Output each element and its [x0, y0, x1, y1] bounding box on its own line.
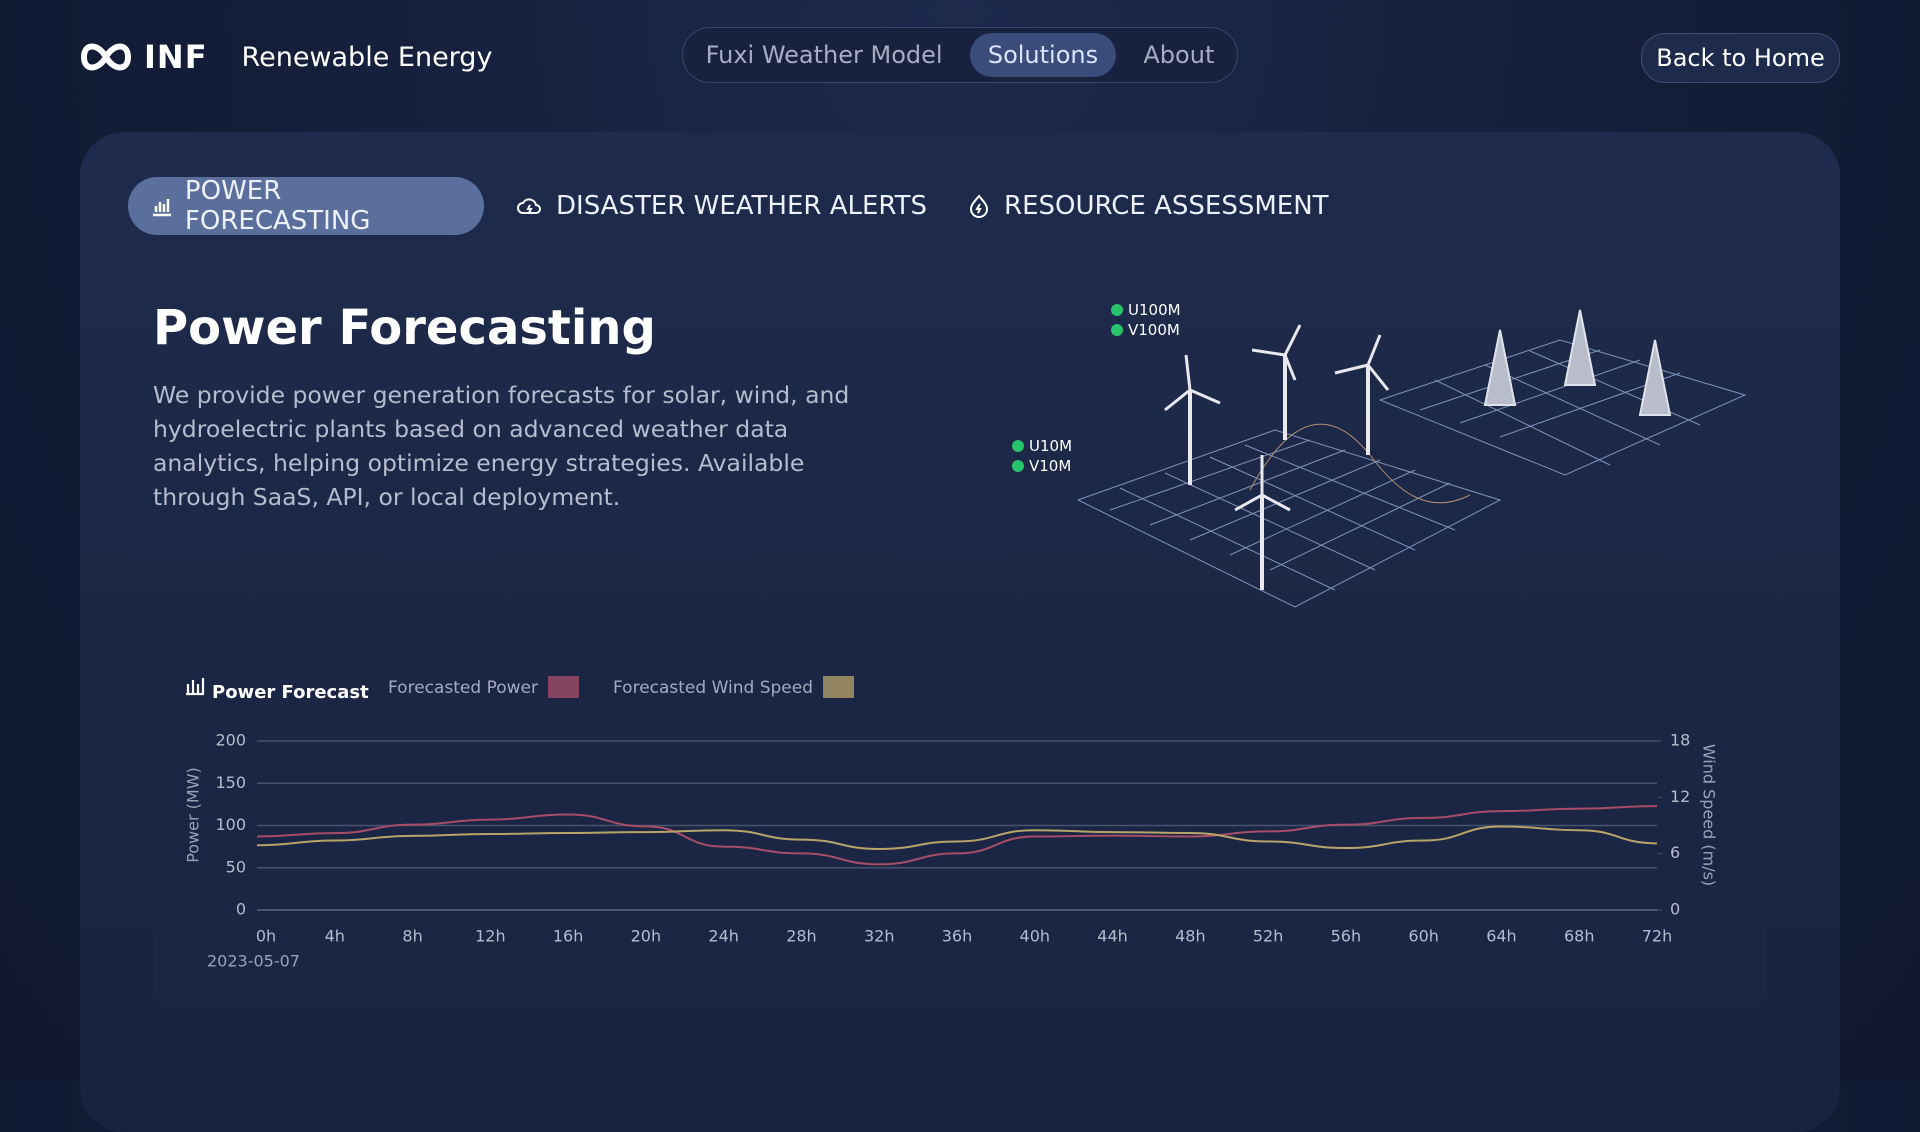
- x-tick-label: 36h: [942, 927, 973, 946]
- tab[interactable]: RESOURCE ASSESSMENT: [966, 177, 1329, 235]
- x-tick-label: 48h: [1175, 927, 1206, 946]
- variable-label: U10M: [1029, 437, 1072, 455]
- y-tick-label: 150: [215, 773, 246, 792]
- x-tick-label: 0h: [256, 927, 276, 946]
- x-tick-label: 40h: [1020, 927, 1051, 946]
- variable-label: U100M: [1128, 301, 1181, 319]
- series-line: [256, 805, 1658, 866]
- tab-icon: [517, 198, 541, 214]
- nav-item[interactable]: Fuxi Weather Model: [705, 41, 943, 69]
- x-tick-label: 20h: [631, 927, 662, 946]
- x-tick-label: 28h: [786, 927, 817, 946]
- y2-tick-label: 12: [1670, 787, 1690, 806]
- x-tick-label: 8h: [402, 927, 422, 946]
- y2-axis-title: Wind Speed (m/s): [1700, 744, 1719, 886]
- illustration: U100M V100M U10M V10M: [1012, 301, 1747, 608]
- x-tick-label: 16h: [553, 927, 584, 946]
- tab-label: RESOURCE ASSESSMENT: [1004, 191, 1329, 221]
- date-annotation: 2023-05-07: [207, 952, 300, 971]
- site-title: Renewable Energy: [241, 41, 493, 73]
- back-button[interactable]: Back to Home: [1641, 33, 1840, 83]
- hero-title: Power Forecasting: [153, 300, 656, 356]
- tab[interactable]: DISASTER WEATHER ALERTS: [516, 177, 927, 235]
- y-tick-label: 50: [226, 857, 246, 876]
- legend-swatch: [823, 676, 855, 698]
- chart-icon: [186, 678, 205, 696]
- y-tick-label: 0: [236, 900, 246, 919]
- logo-text: INF: [144, 38, 208, 76]
- logo[interactable]: INF Renewable Energy: [80, 38, 492, 76]
- variable-label: V100M: [1128, 321, 1180, 339]
- tab-icon: [969, 194, 989, 218]
- x-tick-label: 72h: [1642, 927, 1673, 946]
- x-tick-label: 64h: [1486, 927, 1517, 946]
- x-tick-label: 52h: [1253, 927, 1284, 946]
- x-tick-label: 24h: [708, 927, 739, 946]
- y2-tick-label: 0: [1670, 900, 1680, 919]
- y-tick-label: 200: [215, 731, 246, 750]
- x-tick-label: 44h: [1097, 927, 1128, 946]
- nav: Fuxi Weather Model Solutions About: [682, 27, 1238, 83]
- legend-label: Forecasted Wind Speed: [613, 678, 813, 698]
- y2-tick-label: 18: [1670, 731, 1690, 750]
- y-tick-label: 100: [215, 815, 246, 834]
- y2-tick-label: 6: [1670, 843, 1680, 862]
- x-tick-label: 4h: [325, 927, 345, 946]
- x-tick-label: 68h: [1564, 927, 1595, 946]
- y-axis-title: Power (MW): [184, 767, 203, 863]
- legend-label: Forecasted Power: [388, 678, 538, 698]
- tab-icon: [153, 199, 171, 217]
- variable-label: V10M: [1029, 457, 1071, 475]
- logo-icon: [80, 43, 132, 71]
- tab-label: DISASTER WEATHER ALERTS: [556, 191, 927, 221]
- tab[interactable]: POWER FORECASTING: [128, 176, 484, 236]
- hero-description: We provide power generation forecasts fo…: [153, 381, 850, 511]
- legend-swatch: [548, 676, 579, 698]
- nav-item[interactable]: Solutions: [969, 33, 1117, 77]
- chart: Power Forecast 2023-05-07 Power (MW) Win…: [184, 676, 1719, 971]
- x-tick-label: 60h: [1408, 927, 1439, 946]
- chart-title: Power Forecast: [212, 682, 369, 703]
- x-tick-label: 32h: [864, 927, 895, 946]
- series-line: [256, 825, 1658, 850]
- tab-label: POWER FORECASTING: [184, 176, 371, 236]
- x-tick-label: 56h: [1331, 927, 1362, 946]
- nav-item[interactable]: About: [1143, 41, 1215, 69]
- x-tick-label: 12h: [475, 927, 506, 946]
